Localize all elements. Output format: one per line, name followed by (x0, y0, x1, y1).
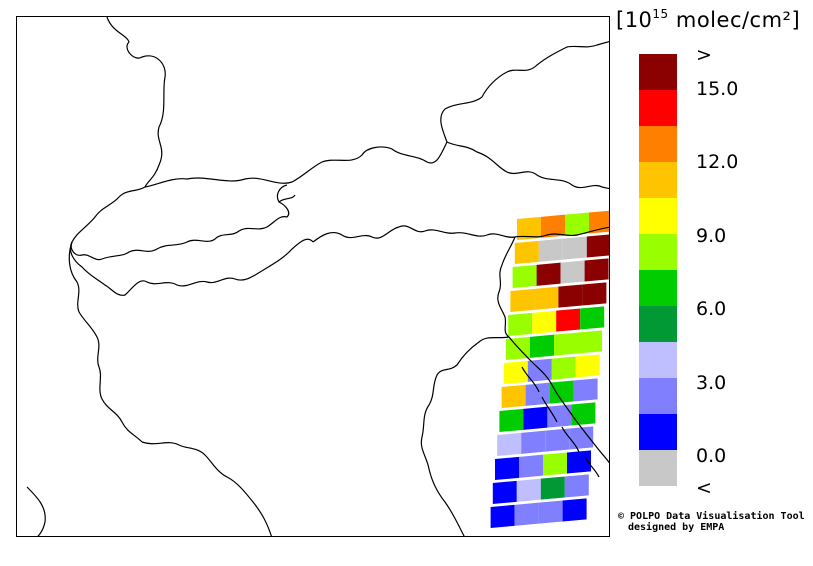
colorbar-label-3: 3.0 (696, 372, 727, 394)
colorbar-segment (638, 198, 677, 234)
swath-pixel (573, 378, 598, 402)
swath-pixel (562, 236, 587, 260)
colorbar-segment (638, 450, 677, 486)
satellite-swath (490, 210, 609, 528)
colorbar-segment (638, 270, 677, 306)
swath-pixel (578, 330, 602, 354)
swath-pixel (575, 354, 600, 378)
swath-pixel (545, 428, 570, 452)
swath-pixel (554, 332, 578, 356)
swath-pixel (521, 430, 546, 454)
swath-pixel (534, 286, 559, 310)
colorbar-label-15: 15.0 (696, 78, 739, 100)
swath-pixel (512, 264, 537, 288)
colorbar-label-9: 9.0 (696, 225, 727, 247)
border-germany-austria (144, 40, 609, 188)
swath-pixel (551, 356, 576, 380)
swath-pixel (519, 454, 543, 478)
swath-pixel (569, 426, 594, 450)
colorbar-segment (638, 54, 677, 90)
map-frame[interactable] (16, 16, 610, 537)
swath-pixel (532, 310, 557, 334)
swath-pixel (541, 214, 565, 238)
colorbar-segment (638, 90, 677, 126)
border-switzerland-italy (69, 238, 314, 296)
swath-pixel (497, 432, 522, 456)
swath-pixel (523, 406, 548, 430)
swath-pixel (562, 498, 587, 522)
border-austria-italy (312, 225, 516, 243)
swath-pixel (525, 382, 550, 406)
coastline-corsica (26, 486, 46, 536)
swath-pixel (547, 404, 572, 428)
swath-pixel (508, 312, 533, 336)
swath-pixel (492, 480, 517, 504)
swath-pixel (589, 210, 609, 234)
colorbar-segment (638, 126, 677, 162)
colorbar-title: [1015 molec/cm²] (616, 7, 801, 32)
border-austria-slovenia (514, 226, 609, 238)
swath-pixel (510, 288, 535, 312)
colorbar-segment (638, 342, 677, 378)
credit-text: © POLPO Data Visualisation Tool designed… (618, 511, 805, 533)
colorbar-segment (638, 378, 677, 414)
colorbar-segment (638, 162, 677, 198)
swath-pixel (565, 212, 589, 236)
swath-pixel (567, 450, 591, 474)
border-germany-czech (446, 141, 609, 190)
swath-pixel (503, 360, 528, 384)
swath-pixel (580, 306, 605, 330)
colorbar-label-over: > (696, 44, 712, 66)
coastline-adriatic (420, 336, 510, 536)
swath-pixel (584, 258, 609, 282)
swath-pixel (499, 408, 524, 432)
swath-pixel (517, 216, 541, 240)
colorbar-label-0: 0.0 (696, 445, 727, 467)
map-canvas[interactable] (17, 17, 610, 537)
colorbar-label-12: 12.0 (696, 151, 739, 173)
swath-pixel (582, 282, 607, 306)
swath-pixel (586, 234, 609, 258)
swath-pixel (538, 500, 563, 524)
country-borders (26, 17, 609, 536)
swath-pixel (538, 238, 563, 262)
swath-pixel (501, 384, 526, 408)
border-switzerland (70, 184, 290, 261)
swath-pixel (560, 260, 585, 284)
swath-pixel (571, 402, 596, 426)
border-france-germany (106, 17, 166, 188)
swath-pixel (549, 380, 574, 404)
colorbar-segment (638, 414, 677, 450)
swath-pixel (564, 474, 589, 498)
coastline-croatia (508, 336, 609, 464)
swath-pixel (536, 262, 561, 286)
colorbar-segment (638, 306, 677, 342)
swath-pixel (543, 452, 567, 476)
credit-line-1: © POLPO Data Visualisation Tool (618, 511, 805, 522)
credit-line-2: designed by EMPA (628, 522, 725, 533)
colorbar-segment (638, 234, 677, 270)
swath-pixel (490, 504, 515, 528)
swath-pixel (495, 456, 519, 480)
border-liechtenstein (278, 194, 296, 203)
swath-pixel (514, 240, 539, 264)
swath-pixel (556, 308, 581, 332)
swath-pixel (530, 334, 554, 358)
colorbar-label-under: < (696, 477, 712, 499)
swath-pixel (540, 476, 565, 500)
swath-pixel (516, 478, 541, 502)
swath-pixel (514, 502, 539, 526)
coastline-islands (521, 366, 600, 478)
swath-pixel (558, 284, 583, 308)
colorbar-label-6: 6.0 (696, 298, 727, 320)
border-italy-slovenia (497, 236, 516, 338)
colorbar (638, 54, 678, 486)
border-france-italy (68, 241, 143, 443)
coastline-italy (141, 441, 272, 536)
